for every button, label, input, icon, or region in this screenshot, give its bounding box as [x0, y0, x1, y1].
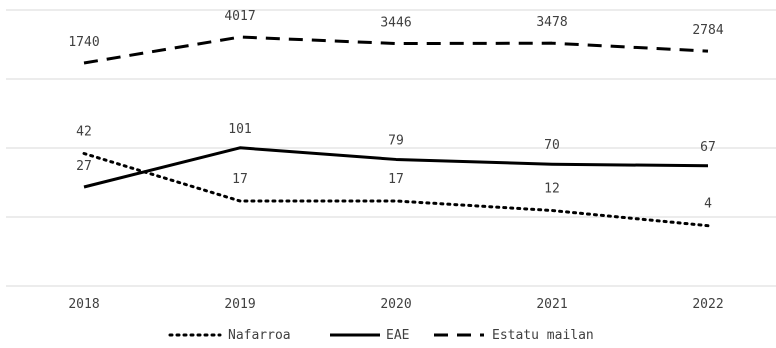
- x-tick-label: 2022: [692, 297, 723, 312]
- data-label: 12: [544, 182, 560, 197]
- data-label: 79: [388, 133, 404, 148]
- series-line-eae: [83, 146, 709, 189]
- data-label: 1740: [68, 35, 99, 50]
- data-label: 27: [76, 159, 92, 174]
- x-axis-ticks: 2018 2019 2020 2021 2022: [68, 297, 723, 312]
- x-tick-label: 2020: [380, 297, 411, 312]
- x-tick-label: 2019: [224, 297, 255, 312]
- legend: Nafarroa EAE Estatu mailan: [168, 328, 594, 343]
- data-label: 4: [704, 197, 712, 212]
- data-label: 4017: [224, 9, 255, 24]
- legend-label: Estatu mailan: [492, 328, 594, 343]
- data-label: 101: [228, 122, 251, 137]
- data-label: 17: [232, 172, 248, 187]
- series-line-nafarroa: [82, 152, 710, 228]
- series-lines: [82, 35, 710, 228]
- data-label: 3478: [536, 15, 567, 30]
- data-label: 3446: [380, 16, 411, 31]
- data-label: 67: [700, 140, 716, 155]
- gridlines: [6, 9, 776, 287]
- data-label: 17: [388, 172, 404, 187]
- legend-label: EAE: [386, 328, 409, 343]
- data-label: 70: [544, 138, 560, 153]
- series-line-estatu-mailan: [83, 35, 709, 65]
- x-tick-label: 2021: [536, 297, 567, 312]
- x-tick-label: 2018: [68, 297, 99, 312]
- data-label: 42: [76, 125, 92, 140]
- data-label: 2784: [692, 23, 723, 38]
- data-labels: 42 17 17 12 4 27 101 79 70 67 1740 4017 3446 3478 2784: [68, 9, 723, 212]
- legend-label: Nafarroa: [228, 328, 291, 343]
